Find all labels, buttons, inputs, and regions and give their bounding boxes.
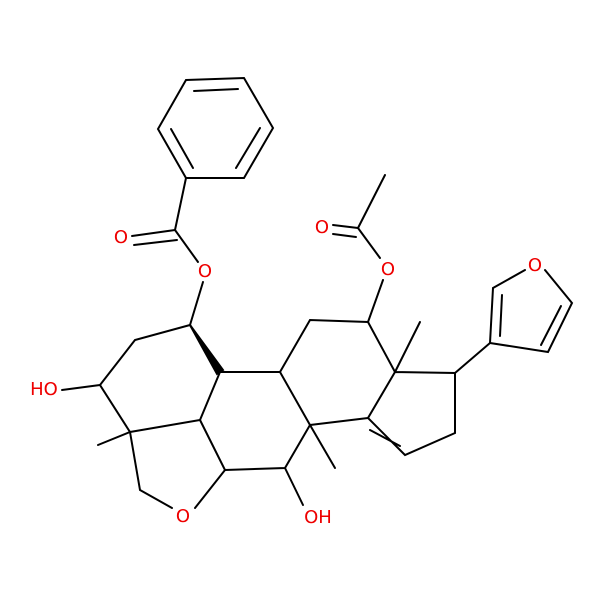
bond	[279, 318, 456, 457]
aromatic-bond	[499, 294, 503, 337]
bond	[309, 417, 369, 426]
bond	[129, 431, 173, 509]
double-bond	[332, 224, 359, 229]
double-bond	[133, 239, 178, 246]
bond	[284, 467, 304, 506]
double-bond	[131, 229, 176, 237]
bond	[189, 281, 204, 326]
furan-bond	[489, 269, 574, 354]
bond	[357, 174, 386, 229]
aromatic-bond	[235, 127, 261, 169]
bond	[174, 177, 187, 231]
bond	[174, 229, 199, 263]
double-bond	[332, 233, 357, 238]
atom-label: O	[114, 227, 128, 248]
atom-label: O	[198, 261, 212, 282]
bond	[194, 419, 227, 509]
aromatic-bond	[193, 88, 239, 92]
bond	[61, 384, 101, 391]
methyl-bond	[394, 321, 421, 373]
methyl-bond	[309, 424, 336, 469]
wedge-bond	[189, 324, 225, 376]
bond	[219, 371, 312, 471]
atom-label: O	[176, 506, 190, 527]
bond	[454, 342, 491, 374]
aromatic-bond	[170, 128, 194, 169]
bonds	[61, 76, 574, 509]
double-bond	[369, 429, 401, 447]
atom-label: HO	[30, 379, 58, 400]
benzene-ring	[156, 76, 275, 179]
aromatic-bond	[540, 305, 562, 346]
atom-label: O	[315, 217, 329, 238]
bond	[357, 227, 381, 259]
atom-label: O	[381, 259, 395, 280]
furan-bond	[489, 269, 526, 344]
atom-label: O	[528, 255, 542, 276]
bond	[367, 279, 384, 323]
atom-label: OH	[304, 507, 332, 528]
methyl-bond	[97, 431, 131, 446]
